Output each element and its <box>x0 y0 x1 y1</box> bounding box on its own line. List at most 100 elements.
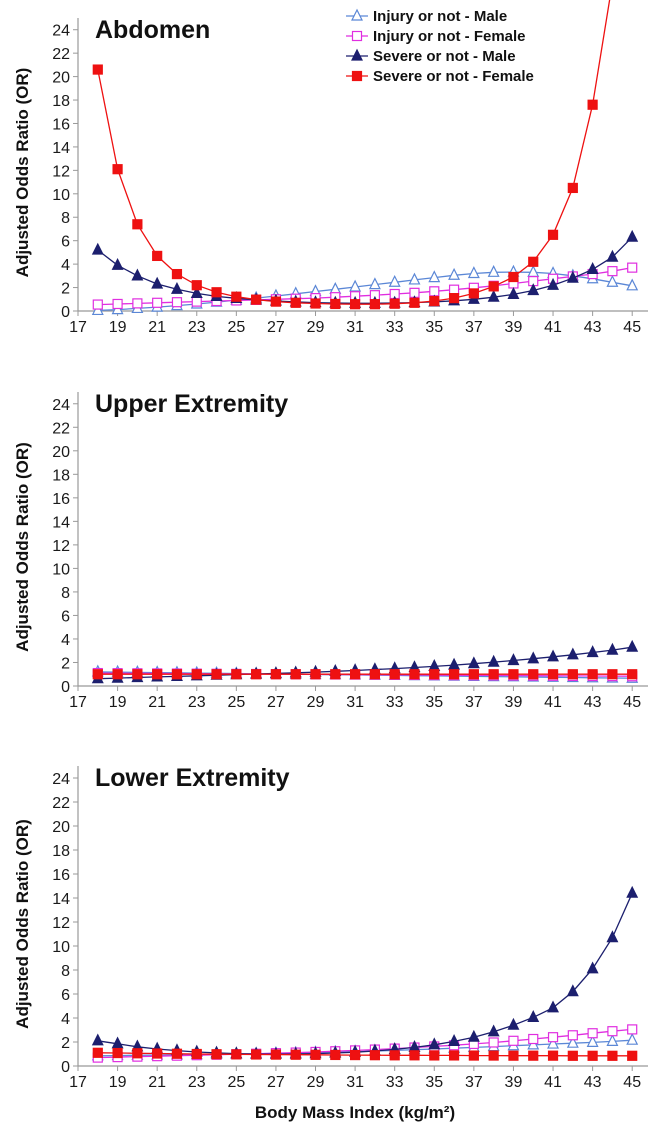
data-point <box>112 164 123 175</box>
y-tick-label: 6 <box>61 608 70 625</box>
data-point <box>408 272 421 285</box>
data-point <box>290 297 301 308</box>
data-point <box>330 669 341 680</box>
data-point <box>527 264 540 277</box>
data-point <box>152 1048 163 1059</box>
data-point <box>487 654 500 667</box>
data-point <box>369 1050 380 1061</box>
data-point <box>507 653 520 666</box>
legend-marker <box>351 30 363 42</box>
y-tick-label: 24 <box>52 23 70 40</box>
data-point <box>251 294 262 305</box>
data-point <box>627 1050 638 1061</box>
series-line <box>97 892 633 1055</box>
x-tick-label: 33 <box>386 1074 404 1091</box>
x-tick-label: 43 <box>584 694 602 711</box>
data-point <box>251 669 262 680</box>
data-point <box>389 1050 400 1061</box>
y-tick-label: 22 <box>52 795 70 812</box>
data-point <box>429 286 440 297</box>
y-tick-label: 16 <box>52 116 70 133</box>
x-tick-label: 31 <box>346 1074 364 1091</box>
x-tick-label: 41 <box>544 319 562 336</box>
data-point <box>152 250 163 262</box>
data-point <box>507 287 520 299</box>
data-point <box>488 281 499 292</box>
x-tick-label: 19 <box>109 1074 127 1091</box>
x-tick-label: 41 <box>544 694 562 711</box>
x-tick-label: 19 <box>109 319 127 336</box>
y-tick-label: 16 <box>52 867 70 884</box>
data-point <box>270 296 282 307</box>
data-point <box>488 1037 499 1048</box>
data-point <box>467 656 480 669</box>
data-point <box>330 298 341 310</box>
y-tick-label: 0 <box>61 1059 70 1076</box>
x-tick-label: 43 <box>584 1074 602 1091</box>
data-point <box>528 669 539 680</box>
y-tick-label: 18 <box>52 93 70 110</box>
data-point <box>587 1028 598 1039</box>
y-tick-label: 2 <box>61 1035 70 1052</box>
data-point <box>508 1050 519 1061</box>
y-axis-label: Adjusted Odds Ratio (OR) <box>13 68 32 278</box>
y-tick-label: 18 <box>52 467 70 484</box>
legend-marker <box>351 8 363 21</box>
y-tick-label: 24 <box>52 771 70 788</box>
data-point <box>567 1030 578 1041</box>
data-point <box>190 286 203 299</box>
panel-title: Abdomen <box>95 16 210 44</box>
data-point <box>448 669 460 680</box>
data-point <box>547 1032 559 1043</box>
legend-label: Injury or not - Female <box>373 28 526 45</box>
data-point <box>290 1049 301 1060</box>
data-point <box>547 1000 560 1013</box>
x-tick-label: 21 <box>148 694 166 711</box>
y-tick-label: 8 <box>61 585 70 602</box>
y-tick-label: 8 <box>61 210 70 227</box>
y-tick-label: 20 <box>52 819 70 836</box>
data-point <box>132 669 143 680</box>
y-tick-label: 22 <box>52 420 70 437</box>
data-point <box>488 669 499 680</box>
data-point <box>350 669 361 680</box>
x-tick-label: 35 <box>425 1074 443 1091</box>
x-tick-label: 39 <box>505 694 523 711</box>
data-point <box>606 642 619 655</box>
data-point <box>606 274 619 287</box>
data-point <box>448 657 461 670</box>
data-point <box>369 669 380 680</box>
data-point <box>111 257 124 270</box>
data-point <box>547 1036 560 1049</box>
x-tick-label: 33 <box>386 319 404 336</box>
data-point <box>171 297 183 308</box>
data-point <box>626 278 639 291</box>
data-point <box>566 984 579 997</box>
x-tick-label: 39 <box>505 1074 523 1091</box>
data-point <box>211 1049 222 1060</box>
data-point <box>467 266 480 279</box>
data-point <box>527 1010 540 1023</box>
data-point <box>527 283 540 296</box>
data-point <box>627 262 638 273</box>
data-point <box>586 262 599 274</box>
data-point <box>132 1048 143 1059</box>
x-tick-label: 17 <box>69 319 87 336</box>
data-point <box>151 276 164 289</box>
y-tick-label: 10 <box>52 187 70 204</box>
x-tick-label: 43 <box>584 319 602 336</box>
data-point <box>467 1029 480 1042</box>
data-point <box>350 299 361 310</box>
data-point <box>112 298 123 310</box>
data-point <box>586 961 599 974</box>
y-tick-label: 10 <box>52 561 70 578</box>
data-point <box>606 930 619 943</box>
x-tick-label: 37 <box>465 694 483 711</box>
y-tick-label: 20 <box>52 444 70 461</box>
x-tick-label: 23 <box>188 1074 206 1091</box>
data-point <box>310 669 321 680</box>
y-tick-label: 4 <box>61 632 70 649</box>
data-point <box>131 268 144 281</box>
